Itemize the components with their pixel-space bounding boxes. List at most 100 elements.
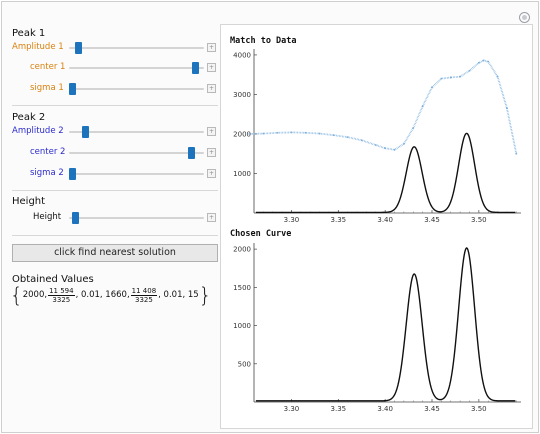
data-point xyxy=(318,132,321,135)
data-point xyxy=(506,107,508,110)
obtained-value-text: , 0.01, 1660, xyxy=(75,290,130,300)
center1-expand-icon[interactable]: + xyxy=(207,63,216,72)
data-point xyxy=(487,60,490,63)
height-expand-icon[interactable]: + xyxy=(207,213,216,222)
sigma2-row: sigma 2 + xyxy=(12,168,216,180)
data-series-line xyxy=(249,59,518,154)
open-brace: { xyxy=(10,283,23,307)
options-gear-icon[interactable] xyxy=(519,12,530,23)
data-point xyxy=(459,75,462,78)
y-tick-label: 1500 xyxy=(233,284,251,292)
data-point xyxy=(248,133,251,135)
center2-slider[interactable] xyxy=(69,147,204,159)
data-point xyxy=(482,59,485,62)
amplitude2-label: Amplitude 2 xyxy=(12,126,64,136)
data-point xyxy=(496,75,499,78)
height-row: Height + xyxy=(12,212,216,224)
x-tick-label: 3.50 xyxy=(471,405,487,413)
data-point xyxy=(402,142,405,145)
amplitude1-expand-icon[interactable]: + xyxy=(207,43,216,52)
close-brace: } xyxy=(198,283,212,307)
data-point xyxy=(374,144,377,146)
obtained-value-text: 2000, xyxy=(22,290,48,300)
amplitude2-expand-icon[interactable]: + xyxy=(207,127,216,136)
height-slider-thumb[interactable] xyxy=(71,212,79,224)
y-tick-label: 500 xyxy=(238,360,251,368)
height-slider[interactable] xyxy=(69,212,204,224)
divider xyxy=(12,235,218,236)
x-tick-label: 3.45 xyxy=(424,405,440,413)
obtained-values-title: Obtained Values xyxy=(12,274,94,285)
data-point xyxy=(449,76,452,79)
fraction-numerator: 11 594 xyxy=(48,286,75,296)
data-point xyxy=(346,136,349,139)
center2-expand-icon[interactable]: + xyxy=(207,148,216,157)
amplitude1-label: Amplitude 1 xyxy=(12,42,64,52)
center2-row: center 2 + xyxy=(12,147,216,159)
sigma1-slider[interactable] xyxy=(69,83,204,95)
center2-slider-thumb[interactable] xyxy=(188,147,196,159)
model-curve-line xyxy=(255,247,516,402)
chart-title: Chosen Curve xyxy=(230,229,291,239)
fraction-denominator: 3325 xyxy=(134,295,153,304)
divider xyxy=(12,105,218,106)
y-tick-label: 1000 xyxy=(233,170,251,178)
find-nearest-solution-button[interactable]: click find nearest solution xyxy=(12,244,218,262)
y-tick-label: 2000 xyxy=(233,130,251,138)
y-tick-label: 1000 xyxy=(233,322,251,330)
sigma1-expand-icon[interactable]: + xyxy=(207,84,216,93)
center1-row: center 1 + xyxy=(12,62,216,74)
sigma1-row: sigma 1 + xyxy=(12,83,216,95)
x-tick-label: 3.50 xyxy=(471,216,487,224)
divider xyxy=(12,190,218,191)
x-tick-label: 3.30 xyxy=(284,405,300,413)
height-label: Height xyxy=(33,212,62,222)
amplitude2-row: Amplitude 2 + xyxy=(12,126,216,138)
sigma1-label: sigma 1 xyxy=(30,83,64,93)
sigma2-slider[interactable] xyxy=(69,168,204,180)
sigma2-slider-thumb[interactable] xyxy=(69,168,76,180)
x-tick-label: 3.45 xyxy=(424,216,440,224)
fraction-numerator: 11 408 xyxy=(130,286,158,296)
peak1-title: Peak 1 xyxy=(12,28,46,39)
fraction: 11 408 3325 xyxy=(130,286,158,304)
center1-slider[interactable] xyxy=(69,62,204,74)
data-point xyxy=(468,69,471,72)
x-tick-label: 3.30 xyxy=(284,216,300,224)
plots-svg: Match to Data Chosen Curve 3.30 3.35 3.40 3… xyxy=(230,36,521,413)
model-curve-line xyxy=(255,132,516,214)
data-point xyxy=(332,134,335,137)
height-title: Height xyxy=(12,196,46,207)
sigma1-slider-thumb[interactable] xyxy=(69,83,76,95)
x-tick-label: 3.35 xyxy=(331,216,347,224)
obtained-value-text: , 0.01, 15 xyxy=(158,290,199,300)
amplitude1-row: Amplitude 1 + xyxy=(12,42,216,54)
data-point xyxy=(477,61,480,64)
data-point xyxy=(440,77,443,80)
sigma2-expand-icon[interactable]: + xyxy=(207,169,216,178)
amplitude2-slider[interactable] xyxy=(69,126,204,138)
data-point xyxy=(262,132,265,135)
data-point xyxy=(393,148,396,151)
data-point xyxy=(431,86,433,89)
data-point xyxy=(304,131,307,134)
x-tick-label: 3.35 xyxy=(331,405,347,413)
x-tick-label: 3.40 xyxy=(377,216,393,224)
amplitude1-slider-thumb[interactable] xyxy=(75,42,83,54)
data-point xyxy=(360,139,363,142)
amplitude1-slider[interactable] xyxy=(69,42,204,54)
center1-label: center 1 xyxy=(30,62,66,72)
fraction-denominator: 3325 xyxy=(52,295,71,304)
y-tick-label: 3000 xyxy=(233,91,251,99)
plot-pane: Match to Data Chosen Curve 3.30 3.35 3.40 3… xyxy=(220,24,533,429)
amplitude2-slider-thumb[interactable] xyxy=(81,126,89,138)
center2-label: center 2 xyxy=(30,147,66,157)
data-point xyxy=(515,152,518,155)
y-tick-label: 4000 xyxy=(233,51,251,59)
data-point xyxy=(421,105,424,108)
data-point xyxy=(276,131,279,134)
center1-slider-thumb[interactable] xyxy=(191,62,199,74)
data-point xyxy=(290,131,293,134)
x-tick-label: 3.40 xyxy=(377,405,393,413)
